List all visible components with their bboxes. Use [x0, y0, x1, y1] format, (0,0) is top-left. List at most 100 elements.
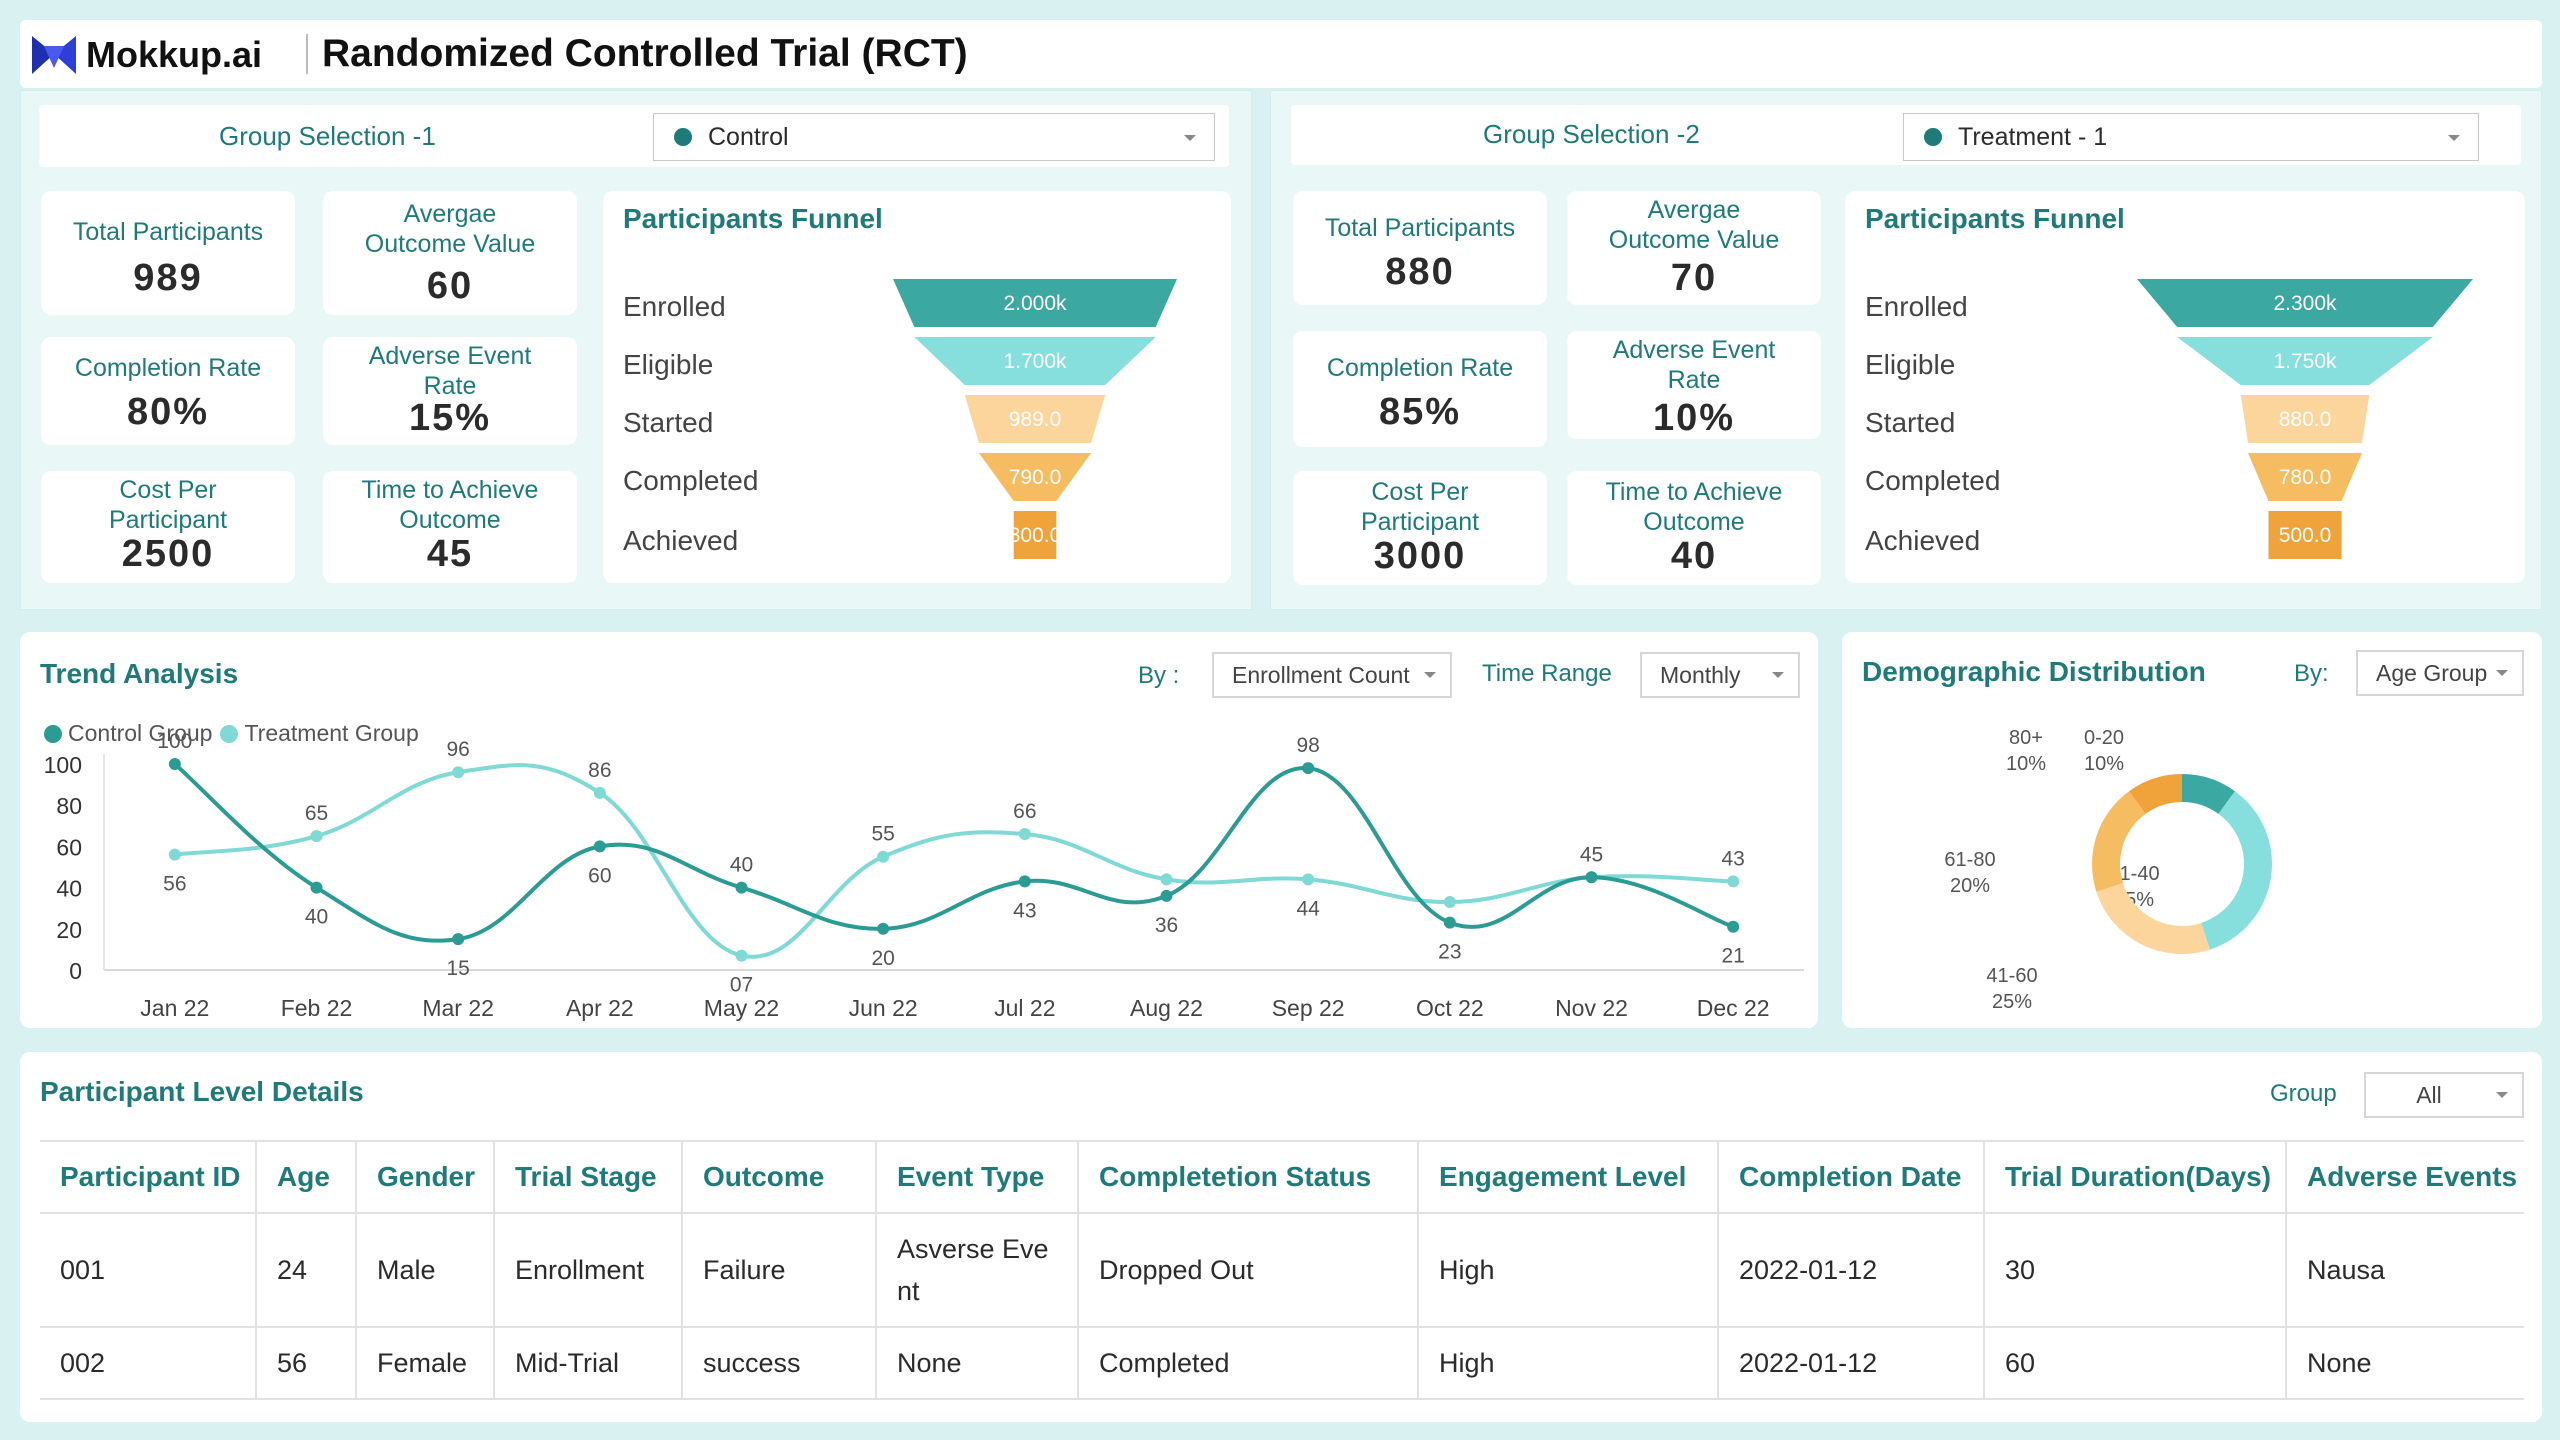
kpi-value: 2500	[121, 533, 215, 575]
funnel-segment[interactable]	[2240, 395, 2370, 443]
kpi-time-to-outcome-2: Time to Achieve Outcome 40	[1567, 471, 1821, 585]
control-data-point[interactable]	[735, 881, 748, 894]
trend-metric-dropdown[interactable]: Enrollment Count	[1212, 652, 1452, 698]
slice-label: 61-80	[1944, 849, 1995, 871]
funnel-segment[interactable]	[893, 279, 1177, 327]
brand-name[interactable]: Mokkup.ai	[86, 34, 263, 75]
legend-swatch-treatment	[220, 724, 239, 743]
demographic-dropdown[interactable]: Age Group	[2356, 650, 2524, 696]
column-header[interactable]: Event Type	[875, 1141, 1079, 1214]
funnel-segment[interactable]	[2177, 337, 2433, 385]
funnel-segment[interactable]	[914, 337, 1156, 385]
data-label: 40	[305, 906, 328, 929]
treatment-data-point[interactable]	[1018, 828, 1031, 841]
column-header[interactable]: Engagement Level	[1417, 1141, 1719, 1214]
donut-slice[interactable]	[2129, 774, 2182, 814]
treatment-data-point[interactable]	[310, 830, 323, 843]
chevron-down-icon	[1772, 672, 1784, 678]
funnel-stage-label: Eligible	[1865, 349, 1956, 380]
control-group-line[interactable]	[173, 762, 1734, 943]
column-header[interactable]: Gender	[355, 1141, 495, 1214]
slice-percent: 20%	[1950, 875, 1990, 897]
column-header[interactable]: Completion Date	[1717, 1141, 1985, 1214]
control-data-point[interactable]	[1018, 875, 1031, 888]
column-header[interactable]: Trial Stage	[493, 1141, 683, 1214]
treatment-group-line[interactable]	[174, 763, 1734, 959]
treatment-data-point[interactable]	[1443, 896, 1456, 909]
slice-label: 0-20	[2084, 727, 2124, 749]
funnel-segment[interactable]	[978, 453, 1092, 501]
treatment-data-point[interactable]	[877, 850, 890, 863]
table-cell: 001	[40, 1212, 257, 1328]
kpi-time-to-outcome-1: Time to Achieve Outcome 45	[323, 471, 577, 583]
donut-slice[interactable]	[2182, 774, 2235, 814]
donut-slice[interactable]	[2201, 791, 2272, 950]
donut-slice[interactable]	[2096, 883, 2210, 954]
table-row[interactable]: 002 56 Female Mid-Trial success None Com…	[40, 1326, 2524, 1400]
treatment-data-point[interactable]	[452, 766, 465, 779]
treatment-data-point[interactable]	[1160, 873, 1173, 886]
column-header[interactable]: Adverse Events	[2285, 1141, 2524, 1214]
control-data-point[interactable]	[1302, 762, 1315, 775]
column-header[interactable]: Age	[255, 1141, 357, 1214]
funnel-segment[interactable]	[1013, 511, 1057, 559]
control-data-point[interactable]	[1160, 889, 1173, 902]
table-cell: High	[1417, 1212, 1719, 1328]
control-data-point[interactable]	[1727, 920, 1740, 933]
trend-line-chart: 0 20 40 60 80 100 Jan 22 Feb 22 Mar 22 Apr 22 May …	[44, 730, 1804, 1021]
legend-label-treatment[interactable]: Treatment Group	[244, 720, 419, 746]
slice-percent: 25%	[1992, 991, 2032, 1013]
kpi-label: Adverse Event Rate	[368, 342, 532, 400]
control-data-point[interactable]	[877, 922, 890, 935]
funnel-stage-label: Enrolled	[1865, 291, 1968, 322]
y-tick-label: 100	[44, 752, 82, 778]
group-color-dot	[1924, 128, 1942, 146]
column-header[interactable]: Trial Duration(Days)	[1983, 1141, 2287, 1214]
treatment-data-point[interactable]	[1727, 875, 1740, 888]
control-data-point[interactable]	[168, 758, 181, 770]
control-data-point[interactable]	[593, 840, 606, 853]
treatment-data-point[interactable]	[1302, 873, 1315, 886]
kpi-label: Total Participants	[1324, 214, 1516, 242]
group-select-2[interactable]: Treatment - 1	[1903, 113, 2479, 161]
table-cell: Female	[355, 1326, 495, 1400]
funnel-card-1: Participants Funnel Enrolled Eligible St…	[603, 191, 1231, 583]
funnel-stage-label: Enrolled	[623, 291, 726, 322]
funnel-segment[interactable]	[2268, 511, 2342, 559]
time-range-dropdown[interactable]: Monthly	[1640, 652, 1800, 698]
control-data-point[interactable]	[310, 881, 323, 894]
funnel-title: Participants Funnel	[1865, 203, 2125, 234]
data-label: 65	[305, 802, 328, 825]
kpi-label: Completion Rate	[1326, 354, 1514, 382]
kpi-value: 70	[1670, 257, 1718, 299]
column-header[interactable]: Outcome	[681, 1141, 877, 1214]
column-header[interactable]: Participant ID	[40, 1141, 257, 1214]
kpi-avg-outcome-1: Avergae Outcome Value 60	[323, 191, 577, 315]
treatment-data-point[interactable]	[735, 949, 748, 962]
funnel-value-label: 1.750k	[2273, 350, 2337, 373]
group-filter-dropdown[interactable]: All	[2364, 1072, 2524, 1118]
trend-analysis-card: Trend Analysis By : Enrollment Count Tim…	[20, 632, 1818, 1028]
control-data-point[interactable]	[1585, 871, 1598, 884]
slice-percent: 10%	[2084, 753, 2124, 775]
kpi-value: 880	[1385, 251, 1455, 293]
funnel-segment[interactable]	[2137, 279, 2473, 327]
table-cell: 24	[255, 1212, 357, 1328]
legend-label-control[interactable]: Control Group	[68, 720, 213, 746]
funnel-segment[interactable]	[964, 395, 1106, 443]
control-data-point[interactable]	[452, 933, 465, 946]
table-row[interactable]: 001 24 Male Enrollment Failure Asverse E…	[40, 1212, 2524, 1328]
time-range-value: Monthly	[1660, 661, 1741, 688]
table-cell: 60	[1983, 1326, 2287, 1400]
funnel-segment[interactable]	[2248, 453, 2362, 501]
treatment-data-point[interactable]	[168, 848, 181, 861]
control-data-point[interactable]	[1443, 916, 1456, 929]
group-select-1[interactable]: Control	[653, 113, 1215, 161]
demographic-title: Demographic Distribution	[1862, 656, 2206, 687]
donut-slice[interactable]	[2092, 791, 2146, 892]
funnel-stage-label: Started	[1865, 407, 1956, 438]
data-label: 45	[1580, 843, 1603, 866]
column-header[interactable]: Completetion Status	[1077, 1141, 1419, 1214]
treatment-data-point[interactable]	[593, 786, 606, 799]
table-cell: Mid-Trial	[493, 1326, 683, 1400]
